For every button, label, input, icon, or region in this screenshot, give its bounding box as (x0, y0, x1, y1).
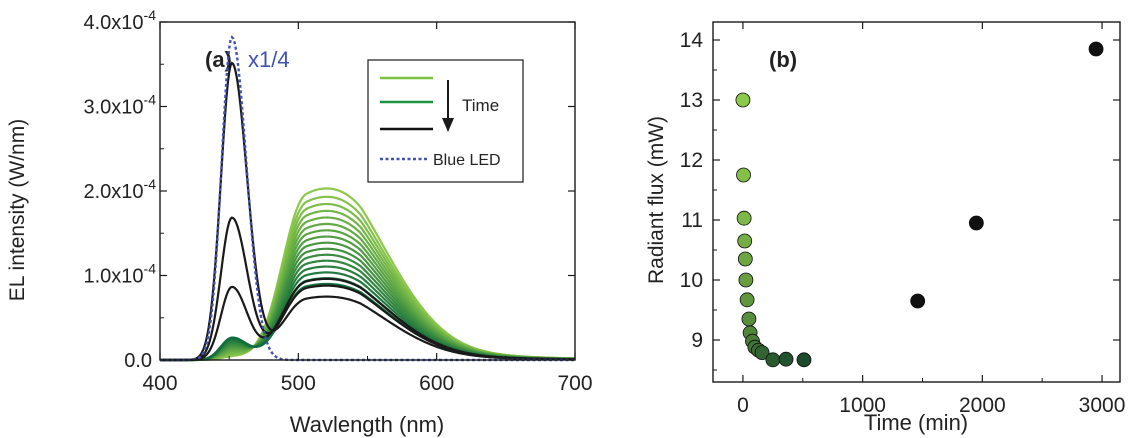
data-point (796, 352, 812, 368)
x-tick-label-b: 3000 (1079, 394, 1126, 417)
legend-time-label: Time (462, 96, 499, 115)
data-point (735, 92, 751, 108)
time-arrow-icon (442, 118, 454, 132)
legend-blue-led-label: Blue LED (433, 152, 501, 169)
data-point (737, 233, 753, 249)
data-point (910, 293, 926, 309)
axes-b: 0 1000 2000 3000 9 10 11 12 13 14 (680, 21, 1126, 417)
data-point (778, 351, 794, 367)
data-point (1088, 41, 1104, 57)
data-point (739, 292, 755, 308)
x-axis-label-b: Time (min) (864, 410, 968, 435)
y-tick-label-a: 4.0x10-4 (83, 7, 156, 34)
y-tick-label-b: 9 (691, 329, 703, 352)
data-point (754, 345, 770, 361)
y-tick-label-a: 1.0x10-4 (83, 261, 156, 288)
x-tick-label-a: 500 (281, 372, 316, 395)
y-tick-label-b: 10 (680, 269, 703, 292)
x-tick-label-b: 2000 (959, 394, 1006, 417)
points-b (735, 41, 1104, 368)
data-point (737, 251, 753, 267)
x-tick-label-b: 1000 (839, 394, 886, 417)
x-tick-label-a: 600 (419, 372, 454, 395)
data-point (968, 215, 984, 231)
data-point (736, 210, 752, 226)
y-axis-label-b: Radiant flux (mW) (645, 116, 668, 284)
panel-a: (a) x1/4 EL intensity (W/nm) Wavlength (… (6, 7, 593, 437)
x-axis-label-a: Wavlength (nm) (290, 412, 444, 437)
axes-a: 400 500 600 700 0.0 1.0x10-4 2.0x10-4 3.0x10-4 4… (83, 7, 592, 395)
x-tick-label-a: 400 (142, 372, 177, 395)
x-tick-label-b: 0 (737, 394, 749, 417)
scale-annotation: x1/4 (248, 47, 290, 72)
panel-b-label: (b) (769, 47, 797, 72)
y-tick-label-b: 14 (680, 29, 704, 52)
y-tick-label-a: 2.0x10-4 (83, 176, 156, 203)
data-point (736, 167, 751, 183)
y-tick-label-b: 11 (681, 209, 703, 232)
y-tick-label-a: 3.0x10-4 (83, 92, 156, 119)
data-point (738, 272, 754, 288)
spectrum-curve-green (160, 209, 576, 362)
data-point (765, 352, 781, 368)
y-tick-label-b: 12 (680, 149, 703, 172)
y-axis-label-a: EL intensity (W/nm) (6, 119, 29, 301)
plot-frame-b (712, 21, 1121, 383)
spectrum-curve-green (160, 229, 576, 362)
y-tick-label-a: 0.0 (124, 350, 152, 372)
y-tick-label-b: 13 (680, 89, 703, 112)
x-tick-label-a: 700 (557, 372, 592, 395)
legend-a: Time Blue LED (367, 59, 524, 183)
panel-b: (b) Radiant flux (mW) Time (min) 0 1000 20… (645, 21, 1126, 435)
data-point (741, 311, 757, 327)
